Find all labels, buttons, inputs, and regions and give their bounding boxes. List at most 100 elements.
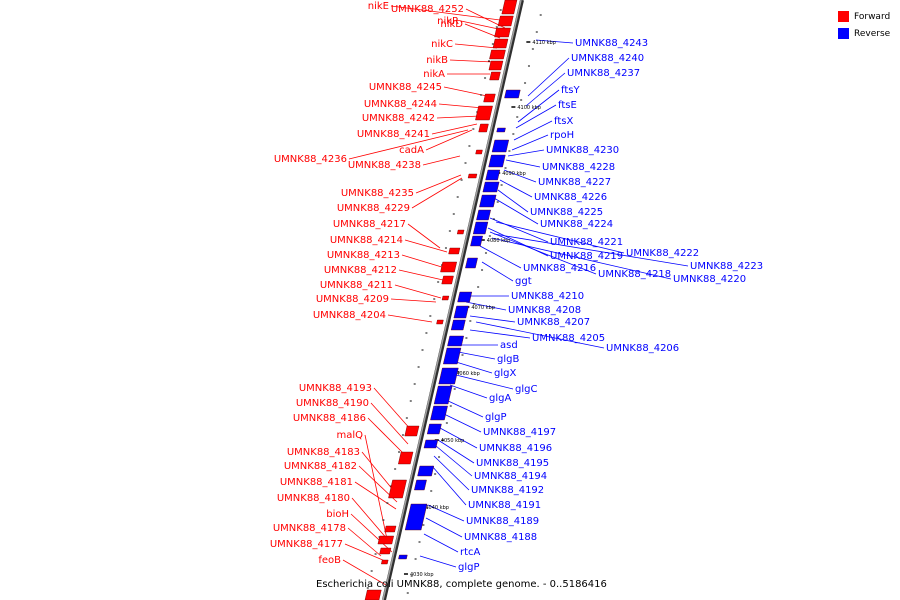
reverse-leader-line [505,159,541,168]
forward-feature [494,27,511,38]
reverse-leader-line [493,197,539,225]
legend-swatch-reverse [838,28,849,39]
scale-tick-label: 4100 kbp [517,105,541,111]
forward-feature [377,535,394,545]
reverse-gene-label: UMNK88_4196 [479,443,552,454]
forward-gene-label: UMNK88_4178 [273,523,346,534]
reverse-leader-line [465,301,507,311]
forward-gene-label: cadA [399,145,424,156]
reverse-leader-line [423,533,459,553]
reverse-gene-label: glgX [494,368,516,379]
forward-leader-line [443,86,488,97]
reverse-gene-label: glgP [485,412,507,423]
reverse-leader-line [475,321,605,349]
legend-label-forward: Forward [854,11,891,22]
legend-label-reverse: Reverse [854,28,891,39]
forward-leader-line [438,103,484,109]
forward-leader-line [350,513,393,553]
forward-feature [492,38,509,49]
forward-gene-label: UMNK88_4211 [320,280,393,291]
forward-gene-label: UMNK88_4241 [357,129,430,140]
forward-gene-label: UMNK88_4242 [362,113,435,124]
reverse-leader-line [439,427,478,449]
reverse-gene-label: UMNK88_4218 [598,269,671,280]
scale-tick-label: 4030 kbp [410,572,434,578]
backbone-shadow [382,0,524,600]
reverse-gene-label: UMNK88_4226 [534,192,607,203]
forward-feature [404,425,420,437]
reverse-gene-label: glgC [515,384,537,395]
forward-leader-line [398,269,444,281]
reverse-gene-label: UMNK88_4243 [575,38,648,49]
forward-leader-line [460,20,504,31]
reverse-leader-line [527,57,570,97]
reverse-leader-line [491,237,672,280]
reverse-feature [465,257,478,269]
forward-leader-line [431,123,478,135]
forward-gene-label: nikA [423,69,445,80]
reverse-feature [398,554,408,560]
forward-leader-line [454,43,498,49]
reverse-leader-lines [419,39,689,568]
reverse-gene-label: UMNK88_4197 [483,427,556,438]
forward-gene-label: UMNK88_4181 [280,477,353,488]
reverse-leader-line [525,72,566,107]
forward-gene-label: UMNK88_4186 [293,413,366,424]
reverse-gene-label: UMNK88_4208 [508,305,581,316]
reverse-gene-label: UMNK88_4207 [517,317,590,328]
reverse-feature [450,319,466,331]
reverse-gene-label: UMNK88_4194 [474,471,547,482]
reverse-gene-label: UMNK88_4230 [546,145,619,156]
forward-gene-label: UMNK88_4238 [348,160,421,171]
reverse-gene-label: UMNK88_4205 [532,333,605,344]
reverse-leader-line [489,231,597,275]
forward-gene-label: UMNK88_4204 [313,310,386,321]
reverse-gene-label: UMNK88_4237 [567,68,640,79]
reverse-gene-labels: UMNK88_4243 UMNK88_4240 UMNK88_4237 ftsY fts… [458,38,763,573]
reverse-leader-line [425,517,463,538]
forward-feature [488,60,504,71]
forward-gene-label: UMNK88_4183 [287,447,360,458]
forward-feature [436,319,444,325]
forward-leader-line [387,314,433,323]
reverse-leader-line [497,189,529,213]
forward-gene-label: UMNK88_4193 [299,383,372,394]
reverse-leader-line [443,413,482,433]
forward-leader-line [347,527,382,557]
reverse-leader-line [511,134,549,151]
forward-leader-line [373,387,413,432]
forward-feature [489,49,506,60]
reverse-leader-line [419,555,457,568]
reverse-gene-label: UMNK88_4210 [511,291,584,302]
reverse-leader-line [457,351,496,360]
reverse-gene-label: glgP [458,562,480,573]
reverse-leader-line [513,120,553,141]
forward-gene-label: nikC [431,39,453,50]
reverse-gene-label: ftsX [554,116,573,127]
reverse-gene-label: UMNK88_4195 [476,458,549,469]
reverse-feature [443,347,462,365]
forward-gene-label: malQ [336,430,363,441]
reverse-gene-label: UMNK88_4216 [523,263,596,274]
forward-feature [448,247,461,255]
forward-feature [497,15,514,27]
reverse-feature [504,89,521,99]
reverse-leader-line [495,221,625,254]
backbone-line [382,0,522,600]
reverse-feature [414,479,427,491]
forward-gene-label: UMNK88_4252 [391,4,464,15]
reverse-feature [426,423,442,435]
forward-leader-line [449,59,494,63]
reverse-gene-label: ftsY [561,85,580,96]
reverse-feature [476,209,491,221]
forward-feature [467,173,478,179]
forward-gene-label: UMNK88_4217 [333,219,406,230]
forward-feature [398,451,414,465]
forward-leader-line [436,115,481,119]
figure-caption: Escherichia coli UMNK88, complete genome… [316,579,607,590]
reverse-leader-line [431,465,467,506]
legend-swatch-forward [838,11,849,22]
forward-feature [440,261,457,273]
scale-tick-label: 4050 kbp [441,438,465,444]
